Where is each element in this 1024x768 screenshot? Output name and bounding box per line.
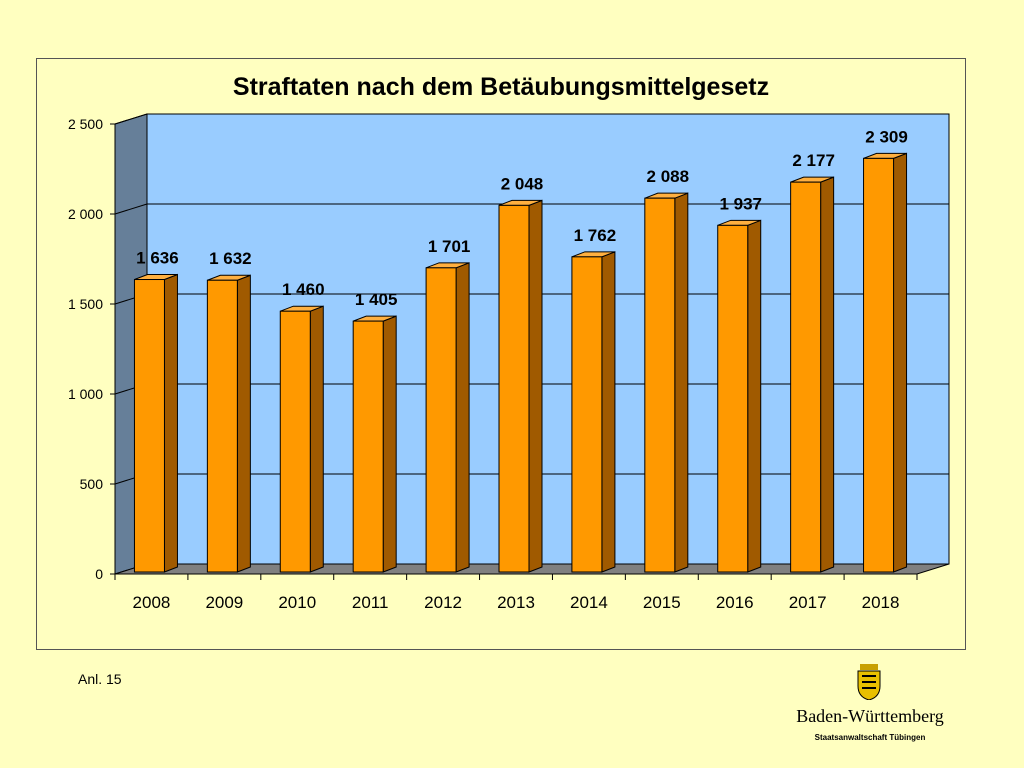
bar (790, 181, 822, 573)
data-label: 1 762 (574, 226, 617, 245)
y-tick-label: 0 (95, 566, 103, 582)
chart-title: Straftaten nach dem Betäubungsmittelgese… (232, 73, 770, 101)
bar-side (601, 251, 616, 573)
bar-side (820, 176, 835, 573)
bar (206, 279, 238, 573)
bar (425, 267, 457, 573)
x-tick-label: 2017 (789, 593, 827, 612)
data-label: 1 937 (719, 194, 762, 213)
footnote: Anl. 15 (78, 671, 122, 687)
y-tick-label: 500 (80, 476, 104, 492)
gridline-wall (114, 113, 148, 125)
x-tick-label: 2018 (862, 593, 900, 612)
bar-side (382, 315, 397, 573)
bar-side (455, 262, 470, 573)
x-tick-label: 2012 (424, 593, 462, 612)
bar (863, 157, 895, 573)
x-tick-label: 2010 (278, 593, 316, 612)
bar (352, 320, 384, 573)
state-logo: Baden-Württemberg Staatsanwaltschaft Tüb… (790, 662, 950, 752)
state-name: Baden-Württemberg (796, 706, 944, 726)
chart-frame: 0 500 1 000 1 500 2 000 2 500 2008 1 636 2009 1 6… (36, 58, 966, 650)
bar-side (163, 273, 178, 573)
bar-side (309, 305, 324, 573)
bar-side (674, 192, 689, 573)
y-tick-label: 2 500 (68, 116, 103, 132)
bar-side (236, 274, 251, 573)
data-label: 1 701 (428, 237, 471, 256)
data-label: 2 088 (647, 167, 690, 186)
x-tick-label: 2009 (205, 593, 243, 612)
data-label: 1 460 (282, 280, 325, 299)
coat-of-arms-icon (857, 664, 881, 700)
y-tick-label: 1 500 (68, 296, 103, 312)
data-label: 1 405 (355, 290, 398, 309)
x-tick-label: 2013 (497, 593, 535, 612)
bar (644, 197, 676, 573)
data-label: 2 177 (792, 151, 835, 170)
bar (133, 279, 165, 573)
bar-side (747, 219, 762, 573)
bar (571, 256, 603, 573)
x-tick-label: 2016 (716, 593, 754, 612)
office-name: Staatsanwaltschaft Tübingen (814, 733, 926, 742)
x-tick-label: 2008 (133, 593, 171, 612)
x-tick-label: 2014 (570, 593, 608, 612)
gridline-wall (114, 203, 148, 215)
bar-side (528, 199, 543, 573)
bar-chart: 0 500 1 000 1 500 2 000 2 500 2008 1 636 2009 1 6… (68, 113, 950, 612)
data-label: 2 309 (865, 127, 908, 146)
data-label: 2 048 (501, 174, 544, 193)
bar (498, 204, 530, 573)
bar (717, 224, 749, 573)
data-label: 1 636 (136, 249, 179, 268)
x-tick-label: 2011 (352, 593, 389, 612)
data-label: 1 632 (209, 249, 252, 268)
bar (279, 310, 311, 573)
y-tick-label: 1 000 (68, 386, 103, 402)
x-tick-label: 2015 (643, 593, 681, 612)
y-tick-label: 2 000 (68, 206, 103, 222)
bar-side (893, 152, 908, 573)
